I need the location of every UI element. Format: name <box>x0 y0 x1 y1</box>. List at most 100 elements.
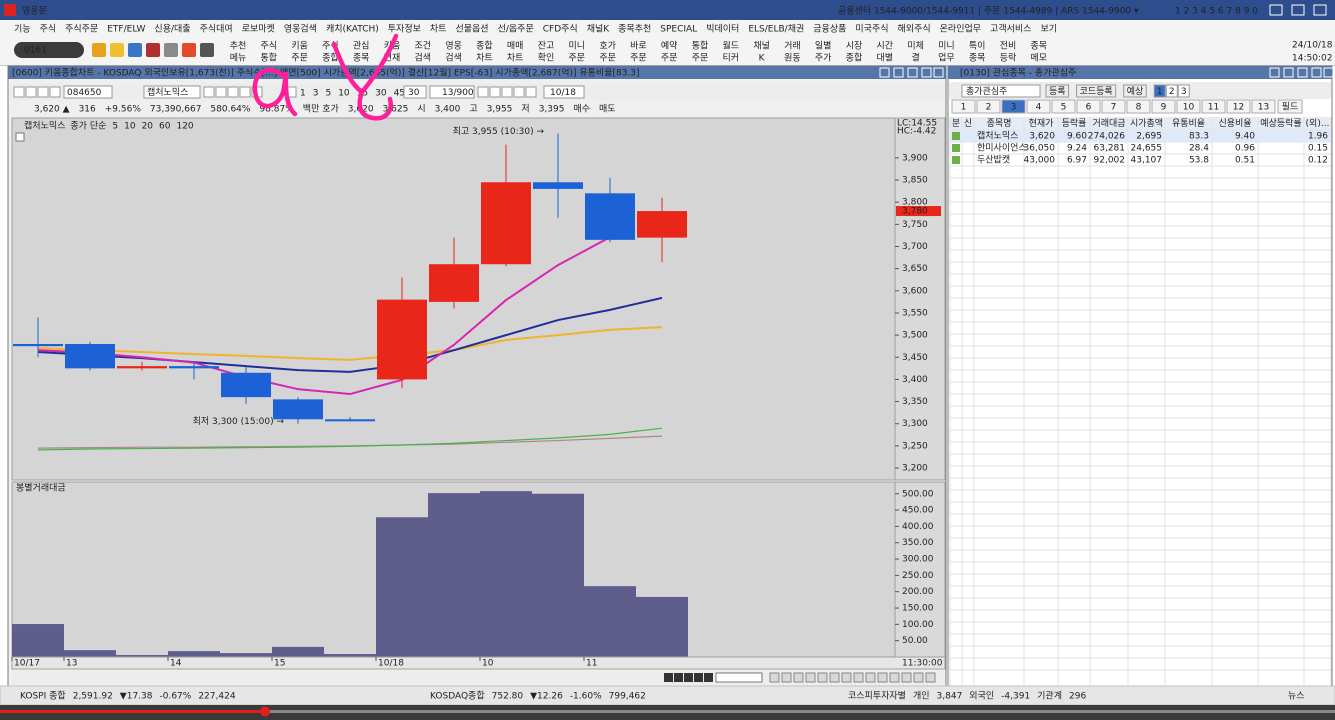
toolbar-button[interactable]: 확인 <box>538 52 555 64</box>
window-button[interactable] <box>1297 67 1308 78</box>
interval[interactable]: 5 <box>325 89 331 99</box>
menu-item[interactable]: 주식대여 <box>200 23 233 35</box>
zoom-button[interactable] <box>853 672 864 683</box>
zoom-button[interactable] <box>889 672 900 683</box>
window-button[interactable] <box>1269 67 1280 78</box>
menu-item[interactable]: 빅데이터 <box>706 24 739 35</box>
count-box[interactable] <box>429 85 475 99</box>
toolbar-button[interactable]: 월드 <box>723 40 740 52</box>
menu-item[interactable]: 주식주문 <box>65 24 98 35</box>
window-button[interactable] <box>1323 67 1334 78</box>
interval[interactable]: 1 <box>300 89 306 99</box>
tab[interactable] <box>1076 99 1101 114</box>
toolbar-button[interactable]: 영웅 <box>445 41 462 52</box>
toolbar-button[interactable]: 주문 <box>630 53 647 64</box>
legend-checkbox[interactable] <box>15 132 25 142</box>
toolbar-button[interactable]: 대별 <box>877 53 894 64</box>
toolbar-icon[interactable] <box>146 43 160 57</box>
toolbar-button[interactable]: 미니 <box>569 41 586 52</box>
tool-button[interactable] <box>513 86 525 98</box>
toolbar-button[interactable]: 차트 <box>476 52 493 64</box>
scroll-button[interactable] <box>704 673 713 682</box>
toolbar-button[interactable]: 현재 <box>384 53 401 64</box>
menu-item[interactable]: ELS/ELB/채권 <box>748 23 804 35</box>
tab[interactable] <box>1251 99 1276 114</box>
menu-item[interactable]: 보기 <box>1040 24 1057 35</box>
window-button[interactable] <box>1313 4 1327 16</box>
toolbar-button[interactable]: 미체 <box>907 41 924 52</box>
tab[interactable] <box>1126 99 1151 114</box>
menu-item[interactable]: CFD주식 <box>543 24 578 35</box>
zoom-button[interactable] <box>865 672 876 683</box>
window-button[interactable] <box>1291 4 1305 16</box>
tab[interactable] <box>976 99 1001 114</box>
tool-button[interactable] <box>37 86 49 98</box>
menu-item[interactable]: 로보마켓 <box>242 24 275 35</box>
toolbar-button[interactable]: 조건 <box>415 41 432 52</box>
tab[interactable] <box>1026 99 1051 114</box>
tool-button[interactable] <box>203 86 215 98</box>
toolbar-icon[interactable] <box>128 43 142 57</box>
menu-item[interactable]: 선물옵션 <box>455 24 488 35</box>
menu-item[interactable]: ETF/ELW <box>107 25 145 35</box>
window-button[interactable] <box>907 67 918 78</box>
watchlist-button[interactable]: 등록 <box>1049 86 1066 97</box>
toolbar-button[interactable]: 종합 <box>846 53 863 64</box>
toolbar-button[interactable]: 키움 <box>291 41 308 52</box>
zoom-button[interactable] <box>841 672 852 683</box>
zoom-button[interactable] <box>829 672 840 683</box>
toolbar-button[interactable]: 바로 <box>630 41 647 52</box>
toolbar-button[interactable]: 통합 <box>261 53 278 64</box>
tab[interactable] <box>1277 99 1303 114</box>
tool-button[interactable] <box>239 86 251 98</box>
toolbar-icon[interactable] <box>92 43 106 57</box>
toolbar-button[interactable]: 주문 <box>599 53 616 64</box>
toolbar-button[interactable]: 종목 <box>1031 41 1048 52</box>
toolbar-button[interactable]: 결 <box>911 53 919 64</box>
scroll-thumb[interactable] <box>715 672 763 683</box>
toolbar-button[interactable]: 종합 <box>322 53 339 64</box>
zoom-button[interactable] <box>769 672 780 683</box>
watchlist-button[interactable]: 코드등록 <box>1080 86 1113 97</box>
zoom-button[interactable] <box>793 672 804 683</box>
menu-item[interactable]: 신용/대출 <box>154 24 190 35</box>
zoom-button[interactable] <box>913 672 924 683</box>
tool-button[interactable] <box>489 86 501 98</box>
interval[interactable]: 30 <box>375 89 387 99</box>
toolbar-button[interactable]: 미니 <box>938 41 955 52</box>
window-button[interactable] <box>893 67 904 78</box>
window-button[interactable] <box>921 67 932 78</box>
tool-button[interactable] <box>477 86 489 98</box>
page-button[interactable] <box>1165 84 1178 98</box>
menu-item[interactable]: SPECIAL <box>660 25 697 35</box>
window-button[interactable] <box>879 67 890 78</box>
zoom-button[interactable] <box>817 672 828 683</box>
toolbar-button[interactable]: 주가 <box>815 53 832 64</box>
toolbar-button[interactable]: 호가 <box>599 41 616 52</box>
page-button[interactable] <box>1177 84 1190 98</box>
tool-button[interactable] <box>25 86 37 98</box>
menu-item[interactable]: 고객서비스 <box>990 24 1031 35</box>
tab[interactable] <box>1226 99 1251 114</box>
scroll-button[interactable] <box>694 673 703 682</box>
zoom-button[interactable] <box>901 672 912 683</box>
interval[interactable]: 3 <box>313 89 319 99</box>
toolbar-button[interactable]: 시장 <box>846 41 863 52</box>
video-playhead[interactable] <box>260 706 270 717</box>
toolbar-button[interactable]: 전비 <box>1000 41 1017 52</box>
date-box[interactable] <box>543 85 585 99</box>
interval[interactable]: 45 <box>394 89 405 99</box>
toolbar-button[interactable]: 티커 <box>723 53 740 64</box>
scroll-button[interactable] <box>684 673 693 682</box>
toolbar-button[interactable]: 주문 <box>661 53 678 64</box>
tab[interactable] <box>1101 99 1126 114</box>
watchlist-button[interactable]: 예상 <box>1127 86 1144 97</box>
tool-button[interactable] <box>501 86 513 98</box>
menu-item[interactable]: 투자정보 <box>388 24 421 35</box>
toolbar-button[interactable]: 종목 <box>353 53 370 64</box>
toolbar-button[interactable]: 검색 <box>445 52 462 64</box>
toolbar-icon[interactable] <box>182 43 196 57</box>
toolbar-button[interactable]: 매매 <box>507 41 524 52</box>
window-button[interactable] <box>1311 67 1322 78</box>
menu-item[interactable]: 캐치(KATCH) <box>326 23 379 35</box>
